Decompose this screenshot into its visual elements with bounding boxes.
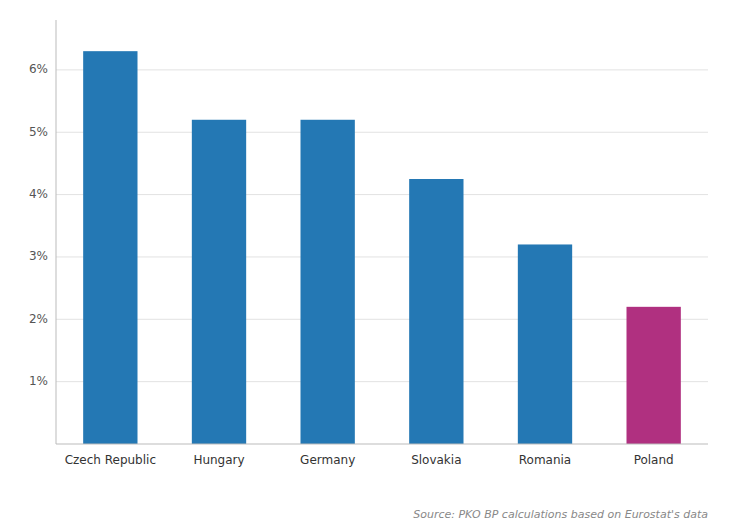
y-tick-label: 4% (29, 187, 48, 201)
y-tick-label: 2% (29, 312, 48, 326)
grid-line (56, 256, 708, 257)
x-ticks: Czech Republic Hungary Germany Slovakia Roma… (65, 453, 674, 467)
chart-container: 1% 2% 3% 4% 5% 6% Czech Republic Hungary Germany… (0, 0, 730, 528)
x-tick-label: Romania (519, 453, 571, 467)
grid-line (56, 319, 708, 320)
grid-line (56, 194, 708, 195)
bar (518, 244, 572, 444)
bar (627, 307, 681, 444)
x-tick-label: Slovakia (411, 453, 461, 467)
source-note: Source: PKO BP calculations based on Eur… (413, 508, 708, 521)
y-tick-label: 3% (29, 249, 48, 263)
bar (409, 179, 463, 444)
y-tick-label: 1% (29, 374, 48, 388)
grid (56, 70, 708, 382)
x-tick-label: Hungary (193, 453, 244, 467)
y-axis-line (56, 20, 57, 444)
chart-svg: 1% 2% 3% 4% 5% 6% Czech Republic Hungary Germany… (0, 0, 730, 528)
y-tick-label: 6% (29, 62, 48, 76)
grid-line (56, 381, 708, 382)
bar (83, 51, 137, 444)
grid-line (56, 132, 708, 133)
x-tick-label: Czech Republic (65, 453, 156, 467)
y-ticks: 1% 2% 3% 4% 5% 6% (29, 62, 48, 388)
bar (192, 120, 246, 444)
x-tick-label: Germany (300, 453, 355, 467)
x-tick-label: Poland (634, 453, 674, 467)
y-tick-label: 5% (29, 125, 48, 139)
bar (301, 120, 355, 444)
bars (83, 51, 681, 444)
x-axis-line (56, 444, 708, 445)
grid-line (56, 69, 708, 70)
